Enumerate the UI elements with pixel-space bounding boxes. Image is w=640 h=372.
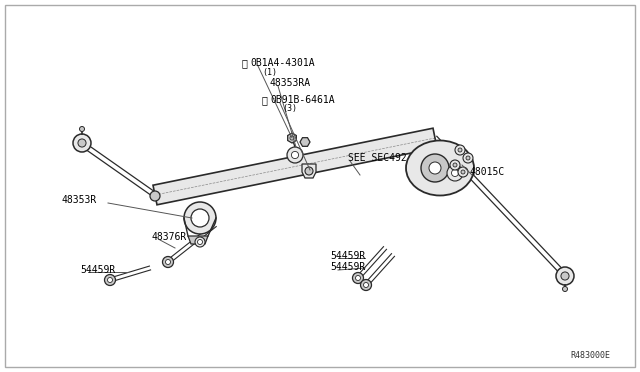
- Text: 48353R: 48353R: [62, 195, 97, 205]
- Circle shape: [290, 136, 294, 140]
- Text: 0B1A4-4301A: 0B1A4-4301A: [250, 58, 315, 68]
- Circle shape: [556, 267, 574, 285]
- Text: 48015C: 48015C: [470, 167, 505, 177]
- Circle shape: [78, 139, 86, 147]
- Text: (1): (1): [262, 67, 277, 77]
- Text: SEE SEC492: SEE SEC492: [348, 153, 407, 163]
- Circle shape: [360, 279, 371, 291]
- Circle shape: [79, 126, 84, 131]
- Circle shape: [463, 153, 473, 163]
- Circle shape: [150, 191, 160, 201]
- Text: (3): (3): [282, 105, 297, 113]
- Circle shape: [108, 278, 113, 282]
- Circle shape: [458, 167, 468, 177]
- Circle shape: [104, 275, 115, 285]
- Text: Ⓑ: Ⓑ: [242, 58, 248, 68]
- Circle shape: [466, 156, 470, 160]
- Polygon shape: [188, 236, 208, 244]
- Circle shape: [455, 145, 465, 155]
- Circle shape: [364, 282, 369, 288]
- Circle shape: [73, 134, 91, 152]
- Text: 48376R: 48376R: [152, 232, 188, 242]
- Circle shape: [353, 273, 364, 283]
- Text: 54459R: 54459R: [330, 262, 365, 272]
- Circle shape: [305, 167, 313, 175]
- Polygon shape: [302, 164, 316, 178]
- Circle shape: [450, 160, 460, 170]
- Text: ⓝ: ⓝ: [262, 95, 268, 105]
- Circle shape: [163, 257, 173, 267]
- Circle shape: [451, 170, 458, 176]
- Circle shape: [561, 272, 569, 280]
- Text: 48353RA: 48353RA: [270, 78, 311, 88]
- Circle shape: [191, 209, 209, 227]
- Ellipse shape: [406, 141, 474, 196]
- Polygon shape: [153, 128, 437, 205]
- Circle shape: [355, 276, 360, 280]
- Circle shape: [184, 202, 216, 234]
- Circle shape: [458, 148, 462, 152]
- Polygon shape: [287, 133, 296, 143]
- Polygon shape: [300, 138, 310, 146]
- Circle shape: [291, 151, 299, 158]
- Circle shape: [461, 170, 465, 174]
- Circle shape: [563, 286, 568, 292]
- Circle shape: [198, 240, 202, 244]
- Circle shape: [287, 147, 303, 163]
- Circle shape: [429, 162, 441, 174]
- Text: 54459R: 54459R: [80, 265, 115, 275]
- Text: 54459R: 54459R: [330, 251, 365, 261]
- Circle shape: [453, 163, 457, 167]
- Circle shape: [421, 154, 449, 182]
- Circle shape: [195, 237, 205, 247]
- Text: 0B91B-6461A: 0B91B-6461A: [270, 95, 335, 105]
- Circle shape: [447, 165, 463, 181]
- Circle shape: [166, 260, 170, 264]
- Text: R483000E: R483000E: [570, 351, 610, 360]
